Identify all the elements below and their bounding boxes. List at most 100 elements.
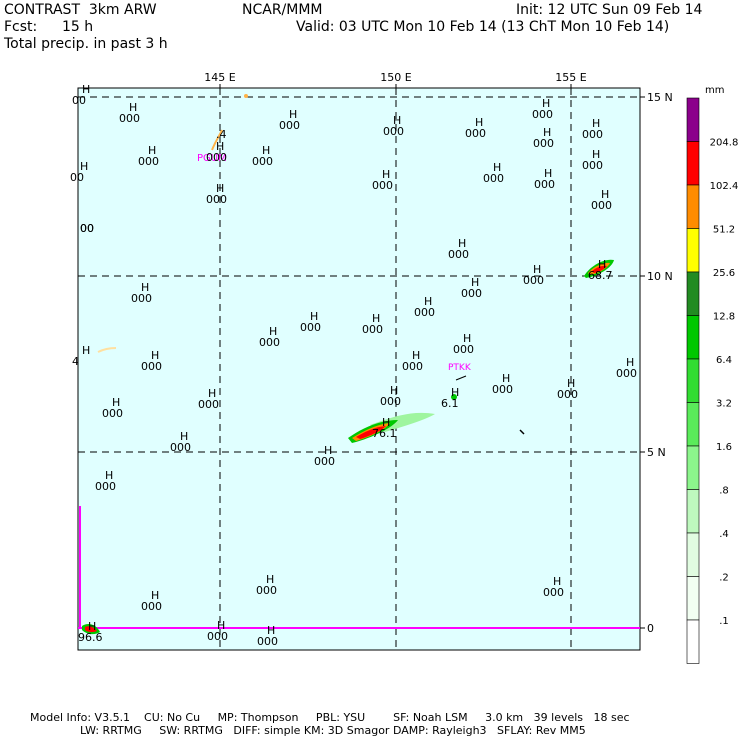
pressure-value-label: 000 bbox=[138, 155, 159, 168]
pressure-high-symbol: H bbox=[567, 377, 575, 390]
lon-label-150e: 150 E bbox=[380, 71, 411, 84]
legend-color-box bbox=[686, 97, 700, 142]
pressure-value-label: 000 bbox=[453, 343, 474, 356]
pressure-value-label: 000 bbox=[591, 199, 612, 212]
pressure-value-label: 000 bbox=[119, 112, 140, 125]
pressure-high-symbol: H bbox=[269, 325, 277, 338]
pressure-high-symbol: H bbox=[382, 168, 390, 181]
pressure-value-label: 6.1 bbox=[441, 397, 459, 410]
legend-level-label: .8 bbox=[719, 486, 729, 497]
model-title: CONTRAST 3km ARW bbox=[4, 2, 157, 18]
pressure-value-label: 000 bbox=[198, 398, 219, 411]
pressure-value-label: 000 bbox=[402, 360, 423, 373]
pressure-high-symbol: H bbox=[262, 144, 270, 157]
pressure-high-symbol: H bbox=[324, 444, 332, 457]
legend-color-box bbox=[686, 228, 700, 273]
pressure-high-symbol: H bbox=[592, 148, 600, 161]
pressure-value-label: 000 bbox=[532, 108, 553, 121]
pressure-value-label: 00 bbox=[80, 222, 94, 235]
pressure-high-symbol: H bbox=[424, 295, 432, 308]
pressure-value-label: 000 bbox=[414, 306, 435, 319]
pressure-high-symbol: H bbox=[372, 312, 380, 325]
pressure-high-symbol: H bbox=[148, 144, 156, 157]
pressure-high-symbol: H bbox=[310, 310, 318, 323]
station-marker-ptkk bbox=[455, 375, 467, 381]
pressure-high-symbol: H bbox=[502, 372, 510, 385]
legend-color-box bbox=[686, 358, 700, 403]
pressure-value-label: 68.7 bbox=[588, 269, 613, 282]
pressure-high-symbol: H bbox=[463, 332, 471, 345]
legend-level-label: 1.6 bbox=[716, 442, 732, 453]
legend-level-label: .1 bbox=[719, 616, 729, 627]
legend-color-box bbox=[686, 445, 700, 490]
legend-level-label: 51.2 bbox=[713, 225, 735, 236]
lon-label-155e: 155 E bbox=[555, 71, 586, 84]
pressure-high-symbol: H bbox=[592, 117, 600, 130]
pressure-high-symbol: H bbox=[267, 624, 275, 637]
legend-level-label: 25.6 bbox=[713, 268, 735, 279]
pressure-high-symbol: H bbox=[105, 469, 113, 482]
organization-label: NCAR/MMM bbox=[242, 2, 323, 18]
pressure-value-label: 000 bbox=[131, 292, 152, 305]
valid-time: Valid: 03 UTC Mon 10 Feb 14 (13 ChT Mon … bbox=[296, 19, 670, 35]
pressure-value-label: .4 bbox=[216, 128, 227, 141]
precip-cell-southwest bbox=[82, 624, 100, 635]
legend-color-box bbox=[686, 315, 700, 360]
model-info-line2: LW: RRTMG SW: RRTMG DIFF: simple KM: 3D … bbox=[80, 724, 586, 737]
pressure-value-label: 000 bbox=[141, 360, 162, 373]
pressure-high-symbol: H bbox=[601, 188, 609, 201]
pressure-high-symbol: H bbox=[626, 356, 634, 369]
pressure-value-label: 000 bbox=[543, 586, 564, 599]
grid-lines bbox=[78, 88, 640, 650]
pressure-value-label: 000 bbox=[582, 128, 603, 141]
pressure-value-label: 000 bbox=[206, 151, 227, 164]
legend-level-label: 12.8 bbox=[713, 312, 735, 323]
precip-cell-northeast bbox=[584, 259, 614, 278]
pressure-high-symbol: H bbox=[141, 281, 149, 294]
pressure-high-symbol: H bbox=[382, 416, 390, 429]
legend-level-label: 3.2 bbox=[716, 399, 732, 410]
pressure-high-symbol: H bbox=[216, 140, 224, 153]
legend-color-box bbox=[686, 402, 700, 447]
axis-ticks bbox=[219, 84, 645, 629]
pressure-high-symbol: H bbox=[543, 126, 551, 139]
pressure-value-label: 96.6 bbox=[78, 631, 103, 644]
forecast-label: Fcst: bbox=[4, 19, 38, 35]
lat-label-10n: 10 N bbox=[647, 270, 673, 283]
pressure-high-symbol: H bbox=[180, 430, 188, 443]
pressure-high-symbol: H bbox=[82, 344, 90, 357]
pressure-value-label: 000 bbox=[483, 172, 504, 185]
legend-level-label: .4 bbox=[719, 529, 729, 540]
legend-color-box bbox=[686, 141, 700, 186]
pressure-high-symbol: H bbox=[217, 619, 225, 632]
pressure-high-symbol: H bbox=[216, 182, 224, 195]
pressure-high-symbol: H bbox=[493, 161, 501, 174]
pressure-high-symbol: H bbox=[112, 396, 120, 409]
legend-color-box bbox=[686, 576, 700, 621]
legend-color-box bbox=[686, 532, 700, 577]
pressure-value-label: 000 bbox=[259, 336, 280, 349]
station-label-pgum: PGUM bbox=[197, 153, 227, 164]
legend-level-label: 6.4 bbox=[716, 355, 732, 366]
pressure-high-symbol: H bbox=[553, 575, 561, 588]
legend-level-label: .2 bbox=[719, 573, 729, 584]
pressure-value-label: 76.1 bbox=[372, 427, 397, 440]
pressure-value-label: 000 bbox=[616, 367, 637, 380]
field-title: Total precip. in past 3 h bbox=[4, 36, 168, 52]
legend-color-box bbox=[686, 271, 700, 316]
pressure-high-symbol: H bbox=[266, 573, 274, 586]
pressure-value-label: 000 bbox=[582, 159, 603, 172]
pressure-value-label: 000 bbox=[207, 630, 228, 643]
pressure-high-symbol: H bbox=[88, 620, 96, 633]
pressure-value-label: 000 bbox=[372, 179, 393, 192]
station-label-ptkk: PTKK bbox=[448, 363, 472, 373]
pressure-value-label: 4 bbox=[72, 355, 79, 368]
pressure-high-symbol: H bbox=[289, 108, 297, 121]
pressure-high-symbol: H bbox=[208, 387, 216, 400]
pressure-value-label: 000 bbox=[279, 119, 300, 132]
pressure-high-symbol: H bbox=[129, 101, 137, 114]
pressure-value-label: 000 bbox=[534, 178, 555, 191]
pressure-high-symbol: H bbox=[471, 276, 479, 289]
pressure-value-label: 000 bbox=[314, 455, 335, 468]
